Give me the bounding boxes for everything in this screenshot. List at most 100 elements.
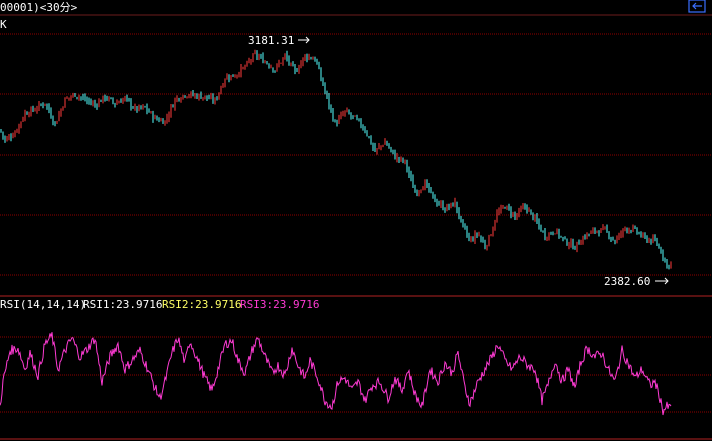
candle: [476, 232, 478, 238]
candle: [590, 230, 592, 234]
candle: [526, 204, 528, 214]
candle: [460, 215, 462, 223]
candle: [374, 142, 376, 152]
candle: [126, 94, 128, 102]
candle: [610, 236, 612, 242]
candle: [484, 239, 486, 250]
candle: [246, 60, 248, 67]
arrow-left-box-icon[interactable]: [688, 0, 706, 13]
candle: [30, 106, 32, 117]
candle: [124, 95, 126, 102]
candle: [336, 119, 338, 127]
candle: [164, 120, 166, 126]
candle: [414, 184, 416, 193]
candle: [376, 148, 378, 155]
rsi1-label: RSI1:23.9716: [83, 298, 162, 311]
nav-button[interactable]: [688, 0, 706, 13]
candle: [494, 219, 496, 231]
candle: [44, 103, 46, 106]
candle: [278, 59, 280, 68]
candle: [202, 97, 204, 101]
candle: [668, 264, 670, 270]
candle: [256, 50, 258, 60]
candle: [646, 235, 648, 243]
candle: [636, 227, 638, 235]
min-price-label: 2382.60: [604, 275, 650, 288]
candle: [196, 93, 198, 99]
candle: [436, 198, 438, 207]
candle: [562, 236, 564, 242]
candle: [628, 227, 630, 234]
candle: [566, 238, 568, 246]
candle: [656, 237, 658, 246]
max-price-arrow: [298, 36, 310, 44]
candle: [182, 94, 184, 100]
candle: [166, 113, 168, 124]
candle: [452, 202, 454, 207]
candle: [14, 130, 16, 138]
candle: [440, 200, 442, 208]
candle: [432, 191, 434, 199]
candle: [362, 124, 364, 131]
candle: [46, 103, 48, 110]
candle: [518, 207, 520, 218]
candle: [6, 136, 8, 142]
candle: [632, 224, 634, 232]
candle: [218, 92, 220, 100]
candle: [456, 201, 458, 214]
candle: [554, 233, 556, 235]
candle: [180, 97, 182, 103]
candle: [522, 203, 524, 210]
candle: [260, 53, 262, 59]
candle: [100, 99, 102, 102]
window-title: 00001)<30分>: [0, 1, 78, 14]
candle: [418, 190, 420, 197]
candle: [52, 115, 54, 126]
candle: [506, 205, 508, 210]
candle: [98, 98, 100, 108]
max-price-label: 3181.31: [248, 34, 294, 47]
candle: [144, 105, 146, 108]
candle: [34, 107, 36, 112]
candle: [72, 92, 74, 98]
candle: [110, 97, 112, 100]
candle: [388, 143, 390, 149]
candle: [648, 237, 650, 243]
candle: [540, 224, 542, 232]
candle: [12, 132, 14, 139]
candle: [244, 64, 246, 70]
candle: [104, 94, 106, 102]
candle: [640, 231, 642, 238]
candle: [584, 234, 586, 240]
candle: [370, 135, 372, 145]
candle: [530, 209, 532, 215]
rsi-series: [0, 332, 672, 416]
candle: [644, 232, 646, 239]
candle: [560, 235, 562, 238]
candle: [410, 170, 412, 182]
candle: [200, 91, 202, 99]
candle: [272, 67, 274, 73]
candle: [356, 114, 358, 121]
candle: [428, 183, 430, 193]
candle: [464, 223, 466, 230]
candle: [282, 57, 284, 66]
candle: [592, 227, 594, 234]
candle: [448, 203, 450, 211]
candle: [348, 109, 350, 115]
candle: [594, 227, 596, 234]
candle: [80, 96, 82, 101]
candle: [88, 97, 90, 105]
candle: [136, 106, 138, 113]
candle: [248, 57, 250, 64]
candle: [250, 59, 252, 65]
candle: [42, 102, 44, 109]
candle: [0, 129, 2, 133]
candle: [146, 103, 148, 115]
candle: [442, 200, 444, 211]
candle: [38, 101, 40, 111]
candle: [502, 205, 504, 209]
candle: [308, 53, 310, 61]
candle: [258, 53, 260, 61]
candle: [616, 235, 618, 244]
